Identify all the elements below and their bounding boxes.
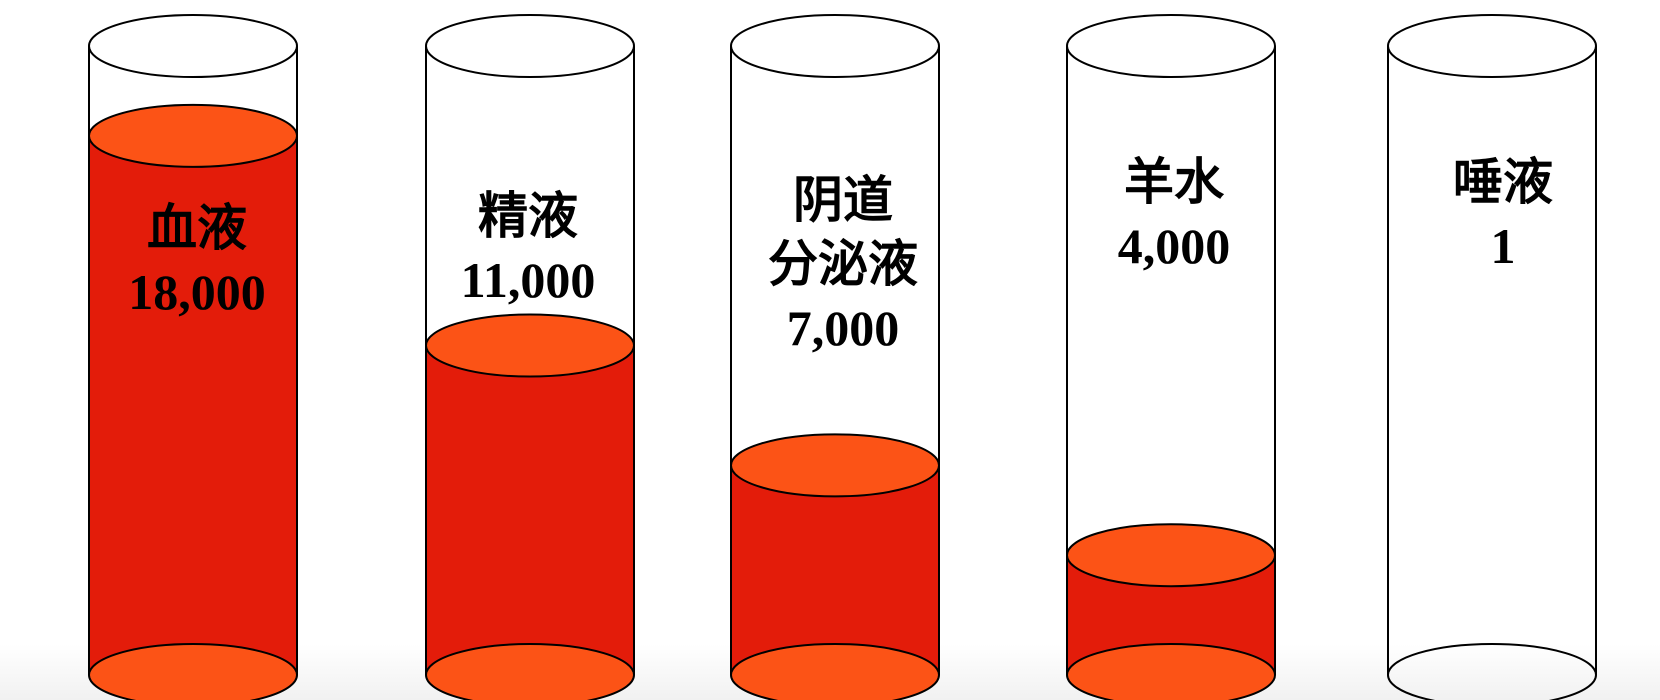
value-label: 4,000: [1117, 218, 1231, 274]
cylinder-label-blood: 血液 18,000: [87, 196, 307, 324]
cylinder-vaginal-fluid: [730, 14, 940, 700]
cylinder-bottom: [425, 643, 635, 700]
category-label: 血液: [147, 200, 247, 256]
value-label: 7,000: [786, 300, 900, 356]
value-label: 11,000: [460, 252, 596, 308]
category-label: 阴道 分泌液: [768, 172, 918, 292]
liquid-surface: [425, 313, 635, 378]
cylinder-top-rim: [1387, 14, 1597, 78]
cylinder-blood: [88, 14, 298, 700]
cylinder-bottom: [1066, 643, 1276, 700]
cylinder-bottom: [1387, 643, 1597, 700]
liquid-surface: [88, 103, 298, 168]
cylinder-bottom: [88, 643, 298, 700]
cylinder-top-rim: [88, 14, 298, 78]
value-label: 18,000: [128, 264, 266, 320]
cylinder-top-rim: [425, 14, 635, 78]
category-label: 精液: [478, 188, 578, 244]
liquid-surface: [1066, 523, 1276, 588]
cylinder-label-saliva: 唾液 1: [1393, 150, 1613, 278]
cylinder-semen: [425, 14, 635, 700]
category-label: 羊水: [1124, 154, 1224, 210]
cylinder-label-vaginal-fluid: 阴道 分泌液 7,000: [733, 168, 953, 360]
value-label: 1: [1490, 218, 1516, 274]
cylinder-label-amniotic-fluid: 羊水 4,000: [1064, 150, 1284, 278]
cylinder-label-semen: 精液 11,000: [418, 184, 638, 312]
cylinder-top-rim: [1066, 14, 1276, 78]
liquid-bar: [89, 135, 297, 700]
liquid-bar: [731, 465, 939, 700]
cylinder-top-rim: [730, 14, 940, 78]
liquid-surface: [730, 433, 940, 498]
cylinder-amniotic-fluid: [1066, 14, 1276, 700]
cylinder-saliva: [1387, 14, 1597, 700]
liquid-bar: [426, 345, 634, 700]
category-label: 唾液: [1453, 154, 1553, 210]
cylinder-bottom: [730, 643, 940, 700]
